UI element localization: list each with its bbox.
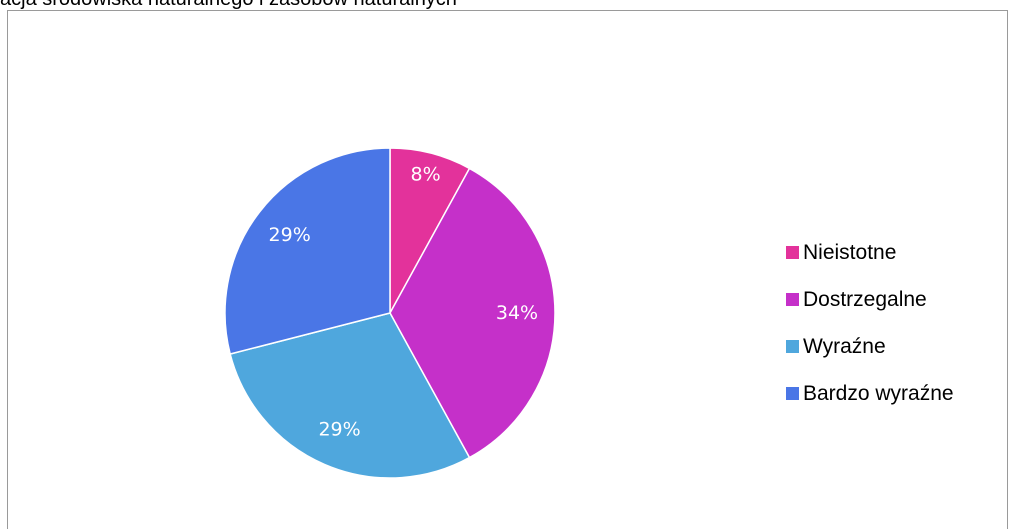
legend-swatch — [786, 246, 799, 259]
legend: Nieistotne Dostrzegalne Wyraźne Bardzo w… — [786, 229, 954, 417]
legend-label: Wyraźne — [803, 334, 886, 358]
legend-item-dostrzegalne: Dostrzegalne — [786, 276, 954, 323]
data-label: 29% — [269, 224, 311, 246]
data-label: 29% — [318, 419, 360, 441]
pie-slice-bardzo-wyraźne — [224, 147, 391, 355]
legend-swatch — [786, 387, 799, 400]
legend-item-nieistotne: Nieistotne — [786, 229, 954, 276]
pie-slice-wyraźne — [229, 312, 471, 479]
legend-label: Bardzo wyraźne — [803, 381, 954, 405]
legend-swatch — [786, 293, 799, 306]
legend-item-wyrazne: Wyraźne — [786, 323, 954, 370]
data-label: 8% — [410, 163, 440, 185]
legend-label: Dostrzegalne — [803, 287, 927, 311]
data-label: 34% — [496, 302, 538, 324]
legend-label: Nieistotne — [803, 240, 897, 264]
legend-item-bardzo-wyrazne: Bardzo wyraźne — [786, 370, 954, 417]
pie-slice-dostrzegalne — [389, 167, 556, 459]
chart-title: acja środowiska naturalnego i zasobów na… — [0, 0, 457, 10]
chart-frame — [7, 10, 1008, 529]
legend-swatch — [786, 340, 799, 353]
